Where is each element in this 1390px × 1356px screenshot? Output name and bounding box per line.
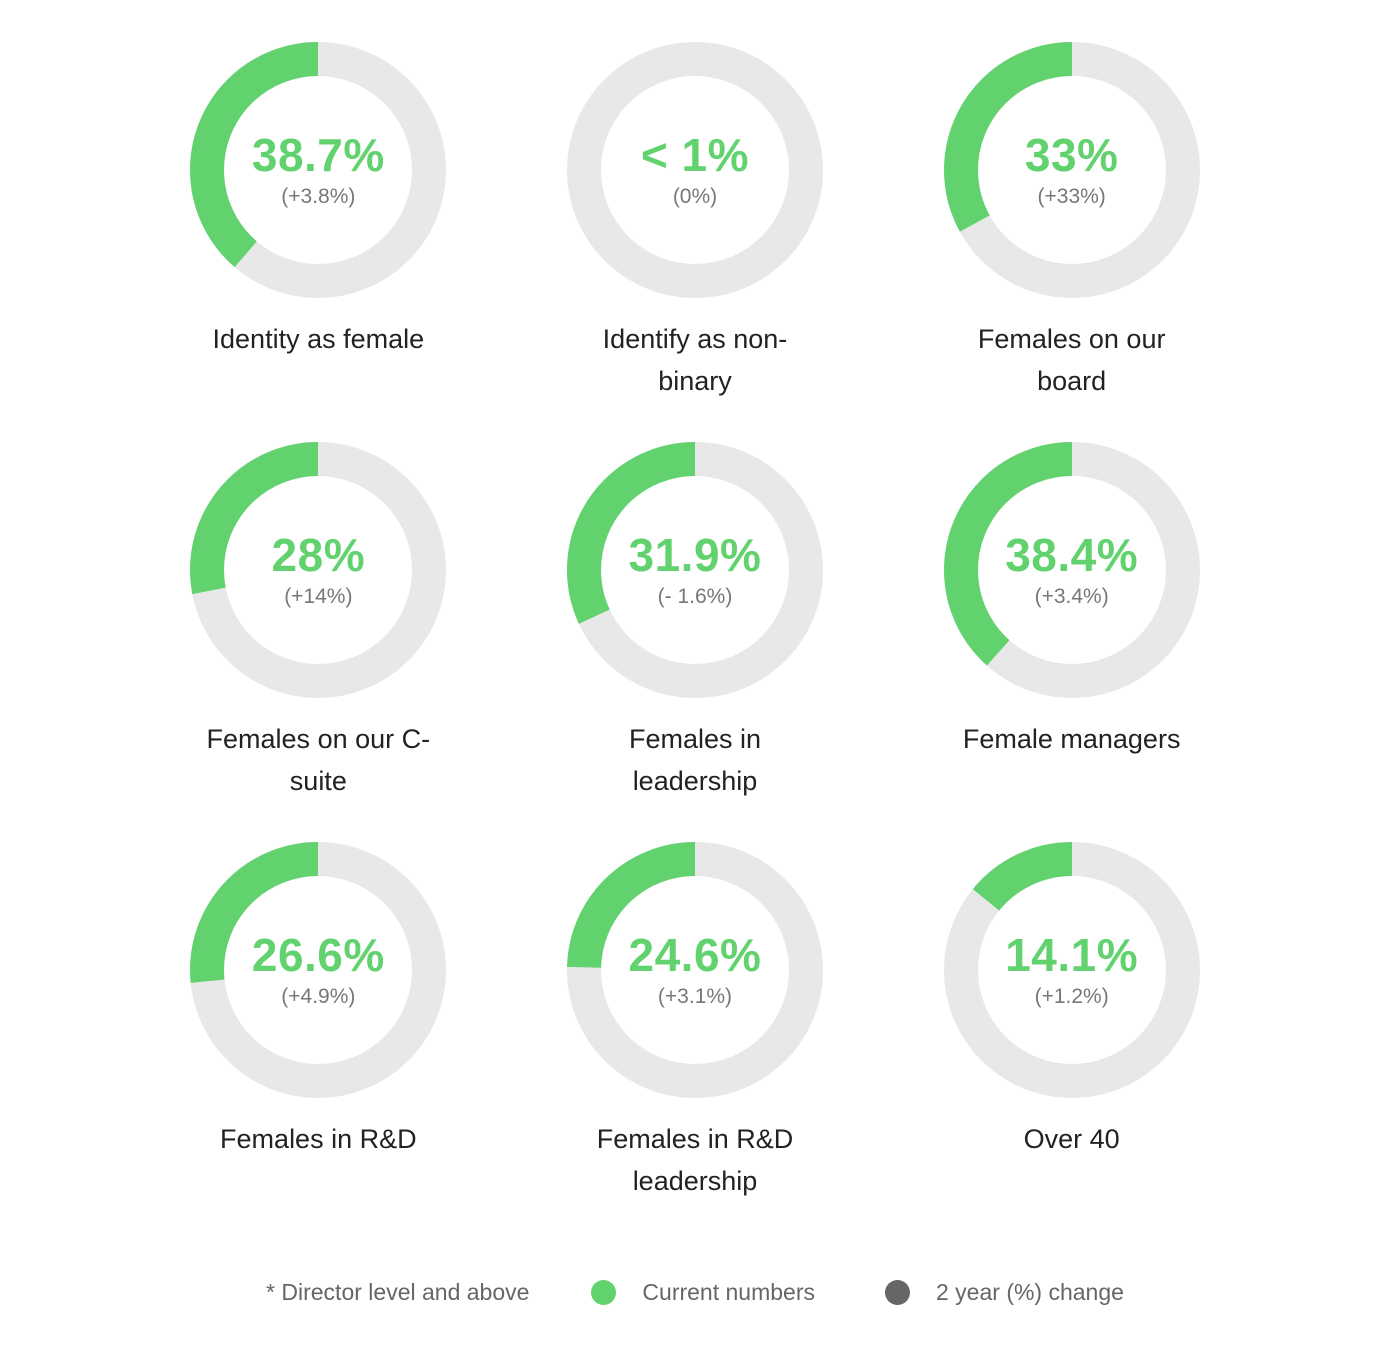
donut-svg (566, 42, 823, 298)
change-value: (+4.9%) (281, 985, 356, 1008)
change-value: (+33%) (1037, 185, 1106, 208)
donut-card: 31.9% (- 1.6%) Females in leadership (507, 440, 884, 840)
donut-center: 26.6% (+4.9%) (188, 840, 448, 1100)
donut-svg (943, 42, 1200, 298)
donut-label: Over 40 (1023, 1124, 1120, 1154)
donut-chart: 26.6% (+4.9%) (188, 840, 448, 1100)
legend-item-current: Current numbers (591, 1279, 815, 1306)
donut-label: Identify as non-binary (602, 324, 788, 396)
donut-chart: 38.7% (+3.8%) (188, 40, 448, 300)
current-value: 28% (271, 529, 366, 581)
donut-chart: 33% (+33%) (942, 40, 1202, 300)
donut-center: 24.6% (+3.1%) (565, 840, 825, 1100)
current-value: 31.9% (628, 529, 762, 581)
donut-svg (190, 442, 447, 698)
legend-current-label: Current numbers (642, 1278, 815, 1305)
change-value: (- 1.6%) (657, 585, 733, 608)
donut-label: Female managers (962, 724, 1181, 754)
change-value: (0%) (672, 185, 718, 208)
donut-center: 38.7% (+3.8%) (188, 40, 448, 300)
donut-value-arc (566, 442, 823, 698)
donut-card: 38.7% (+3.8%) Identity as female (130, 40, 507, 440)
current-value: 33% (1024, 129, 1119, 181)
donut-center: 33% (+33%) (942, 40, 1202, 300)
donut-value-arc (190, 42, 447, 298)
change-value: (+1.2%) (1034, 985, 1109, 1008)
donut-label: Females in leadership (628, 724, 761, 796)
donut-value-arc (566, 842, 823, 1098)
legend-change-label: 2 year (%) change (936, 1278, 1124, 1305)
donut-value-arc (190, 442, 447, 698)
donut-chart: < 1% (0%) (565, 40, 825, 300)
current-value: 38.4% (1005, 529, 1139, 581)
donut-label: Identity as female (212, 324, 425, 354)
donut-chart: 24.6% (+3.1%) (565, 840, 825, 1100)
current-value: 14.1% (1005, 929, 1139, 981)
donut-value-arc (943, 442, 1200, 698)
donut-grid: 38.7% (+3.8%) Identity as female < 1% (0… (130, 40, 1260, 1260)
donut-svg (566, 442, 823, 698)
change-value: (+3.1%) (657, 985, 733, 1008)
donut-center: 14.1% (+1.2%) (942, 840, 1202, 1100)
donut-card: 28% (+14%) Females on our C-suite (130, 440, 507, 840)
donut-card: 24.6% (+3.1%) Females in R&D leadership (507, 840, 884, 1260)
donut-value-arc (190, 842, 447, 1098)
donut-center: 38.4% (+3.4%) (942, 440, 1202, 700)
current-value: 26.6% (251, 929, 385, 981)
donut-center: < 1% (0%) (565, 40, 825, 300)
donut-chart: 14.1% (+1.2%) (942, 840, 1202, 1100)
change-value: (+14%) (284, 585, 353, 608)
donut-card: 38.4% (+3.4%) Female managers (883, 440, 1260, 840)
donut-value-arc (943, 42, 1200, 298)
donut-center: 31.9% (- 1.6%) (565, 440, 825, 700)
change-value: (+3.4%) (1034, 585, 1109, 608)
donut-chart: 31.9% (- 1.6%) (565, 440, 825, 700)
change-value: (+3.8%) (281, 185, 356, 208)
donut-svg (190, 42, 447, 298)
donut-card: 26.6% (+4.9%) Females in R&D (130, 840, 507, 1260)
donut-chart: 38.4% (+3.4%) (942, 440, 1202, 700)
gray-dot-icon (885, 1279, 910, 1305)
donut-svg (943, 442, 1200, 698)
donut-svg (943, 842, 1200, 1098)
donut-card: 14.1% (+1.2%) Over 40 (883, 840, 1260, 1260)
donut-chart: 28% (+14%) (188, 440, 448, 700)
donut-center: 28% (+14%) (188, 440, 448, 700)
donut-svg (190, 842, 447, 1098)
donut-label: Females in R&D leadership (596, 1124, 794, 1196)
legend-note: * Director level and above (266, 1278, 530, 1305)
donut-svg (566, 842, 823, 1098)
current-value: 24.6% (628, 929, 762, 981)
donut-card: < 1% (0%) Identify as non-binary (507, 40, 884, 440)
green-dot-icon (591, 1279, 617, 1305)
current-value: 38.7% (251, 129, 385, 181)
donut-card: 33% (+33%) Females on our board (883, 40, 1260, 440)
donut-value-arc (943, 842, 1200, 1098)
donut-label: Females on our board (977, 324, 1166, 396)
donut-label: Females on our C-suite (206, 724, 431, 796)
legend: * Director level and above Current numbe… (0, 1272, 1390, 1312)
legend-item-change: 2 year (%) change (885, 1279, 1124, 1306)
donut-label: Females in R&D (220, 1124, 417, 1154)
current-value: < 1% (640, 129, 750, 181)
donut-track (566, 42, 823, 298)
